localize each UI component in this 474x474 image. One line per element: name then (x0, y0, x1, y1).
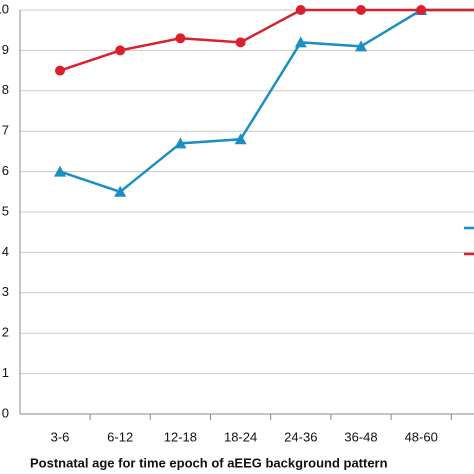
x-tick-label: 18-24 (224, 429, 257, 444)
point (235, 37, 246, 48)
y-tick-label: 0 (2, 405, 9, 420)
x-tick-label: 24-36 (284, 429, 317, 444)
point (174, 137, 187, 149)
x-tick-label: 3-6 (51, 429, 70, 444)
point (356, 5, 366, 15)
series-line (59, 8, 474, 72)
point (114, 185, 127, 197)
point (234, 133, 247, 145)
y-tick-label: 5 (2, 203, 9, 218)
point (115, 45, 126, 56)
y-tick-label: 10 (0, 1, 9, 16)
y-tick-label: 6 (2, 163, 9, 178)
y-tick-label: 8 (2, 82, 9, 97)
x-tick-label: 12-18 (164, 429, 197, 444)
x-tick-label: 6-12 (107, 429, 133, 444)
series-line (59, 8, 474, 194)
point (416, 5, 427, 15)
y-tick-label: 3 (2, 284, 9, 299)
point (55, 65, 65, 76)
x-tick-label: 36-48 (344, 429, 377, 444)
point (54, 165, 66, 177)
x-axis-title: Postnatal age for time epoch of aEEG bac… (30, 455, 388, 470)
y-tick-label: 4 (2, 244, 9, 259)
y-tick-label: 9 (2, 42, 9, 57)
point (295, 5, 306, 15)
y-tick-label: 1 (2, 365, 9, 380)
y-tick-label: 2 (2, 325, 9, 340)
x-tick-label: 48-60 (405, 429, 438, 444)
point (355, 40, 367, 52)
point (175, 33, 186, 44)
point (294, 36, 307, 48)
y-tick-label: 7 (2, 123, 9, 138)
